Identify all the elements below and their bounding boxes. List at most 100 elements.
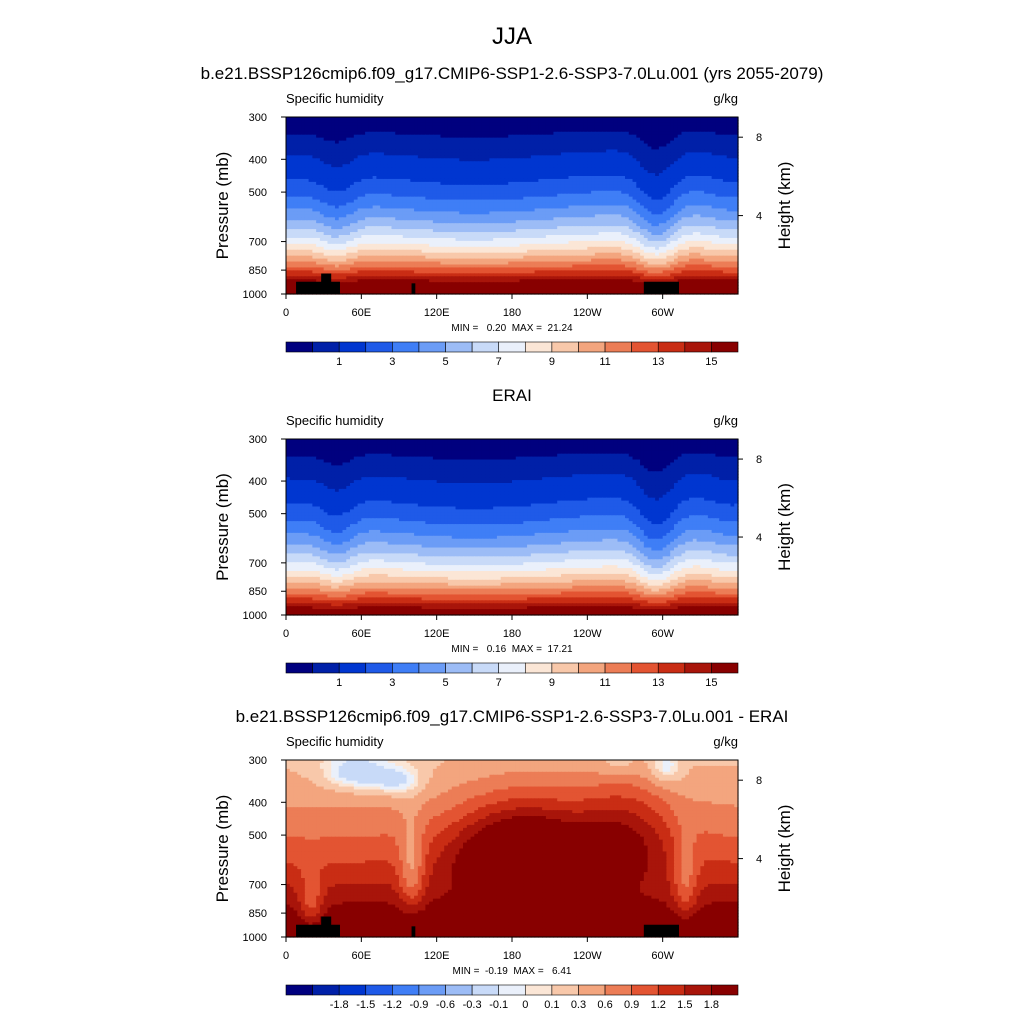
colorbar-label: -0.3	[463, 999, 482, 1011]
colorbar-box	[419, 985, 446, 995]
x-tick-label: 120W	[573, 950, 602, 962]
colorbar-box	[605, 985, 632, 995]
colorbar-label: 0.6	[597, 999, 612, 1011]
y-tick-label: 500	[249, 830, 267, 842]
colorbar-label: 11	[599, 677, 610, 689]
units-label: g/kg	[713, 734, 738, 749]
colorbar-box	[658, 985, 685, 995]
min-max-label: MIN = 0.20 MAX = 21.24	[451, 323, 573, 334]
colorbar-box	[578, 663, 605, 673]
colorbar-label: 9	[549, 356, 555, 368]
x-tick-label: 120W	[573, 307, 602, 319]
colorbar-label: 5	[442, 677, 448, 689]
colorbar-box	[392, 985, 419, 995]
colorbar-box	[552, 342, 579, 352]
colorbar-label: 1.8	[704, 999, 719, 1011]
x-tick-label: 60E	[352, 307, 372, 319]
x-tick-label: 180	[503, 628, 521, 640]
colorbar-box	[366, 663, 393, 673]
main-title: b.e21.BSSP126cmip6.f09_g17.CMIP6-SSP1-2.…	[201, 64, 824, 83]
colorbar-label: 1	[336, 677, 342, 689]
colorbar-box	[313, 663, 340, 673]
colorbar-box	[525, 663, 552, 673]
y-tick-label: 400	[249, 476, 267, 488]
y-tick-label: 850	[249, 265, 267, 277]
colorbar: 1 3 5 7 9 11 13 15	[286, 342, 738, 368]
colorbar-box	[446, 663, 473, 673]
y2-tick-label: 8	[756, 132, 762, 144]
colorbar-box	[472, 985, 499, 995]
colorbar-label: 1.5	[677, 999, 692, 1011]
colorbar-box	[339, 342, 366, 352]
colorbar-box	[685, 342, 712, 352]
colorbar: 1 3 5 7 9 11 13 15	[286, 663, 738, 689]
panel-title: b.e21.BSSP126cmip6.f09_g17.CMIP6-SSP1-2.…	[236, 707, 789, 726]
contour-field	[286, 439, 739, 616]
units-label: g/kg	[713, 413, 738, 428]
colorbar-label: 13	[652, 356, 664, 368]
y-axis-label: Pressure (mb)	[213, 795, 232, 903]
colorbar-label: 15	[705, 356, 717, 368]
colorbar-label: -1.5	[356, 999, 375, 1011]
y-tick-label: 300	[249, 755, 267, 767]
colorbar-box	[605, 663, 632, 673]
y-axis-label: Pressure (mb)	[213, 152, 232, 260]
chart-panel-3: b.e21.BSSP126cmip6.f09_g17.CMIP6-SSP1-2.…	[213, 707, 794, 1011]
colorbar-box	[711, 985, 738, 995]
y-tick-label: 1000	[243, 289, 267, 301]
colorbar-label: -0.1	[489, 999, 508, 1011]
y-tick-label: 300	[249, 434, 267, 446]
contour-field	[286, 760, 739, 938]
colorbar-box	[446, 342, 473, 352]
colorbar-box	[499, 342, 526, 352]
colorbar-label: 0.3	[571, 999, 586, 1011]
colorbar-box	[658, 663, 685, 673]
colorbar-label: 0.9	[624, 999, 639, 1011]
colorbar-box	[392, 342, 419, 352]
y2-tick-label: 8	[756, 454, 762, 466]
y-tick-label: 400	[249, 797, 267, 809]
panel-title: ERAI	[492, 386, 532, 405]
x-tick-label: 120E	[424, 950, 450, 962]
colorbar-box	[525, 985, 552, 995]
x-tick-label: 0	[283, 307, 289, 319]
colorbar-box	[658, 342, 685, 352]
contour-field	[286, 117, 739, 295]
colorbar-box	[605, 342, 632, 352]
x-tick-label: 120E	[424, 628, 450, 640]
y-tick-label: 700	[249, 237, 267, 249]
y2-tick-label: 4	[756, 532, 762, 544]
y2-tick-label: 8	[756, 775, 762, 787]
colorbar-box	[632, 663, 659, 673]
colorbar-box	[499, 985, 526, 995]
colorbar-box	[552, 663, 579, 673]
y2-axis-label: Height (km)	[775, 162, 794, 250]
x-tick-label: 120E	[424, 307, 450, 319]
y-tick-label: 400	[249, 154, 267, 166]
x-tick-label: 60E	[352, 628, 372, 640]
colorbar-box	[286, 663, 313, 673]
colorbar-label: -0.9	[409, 999, 428, 1011]
variable-label: Specific humidity	[286, 734, 384, 749]
colorbar-box	[685, 985, 712, 995]
colorbar-box	[632, 342, 659, 352]
colorbar-label: 0	[522, 999, 528, 1011]
colorbar-label: 5	[442, 356, 448, 368]
colorbar-box	[339, 663, 366, 673]
y-tick-label: 700	[249, 558, 267, 570]
x-tick-label: 0	[283, 628, 289, 640]
colorbar-box	[711, 663, 738, 673]
colorbar-box	[578, 342, 605, 352]
y-tick-label: 500	[249, 509, 267, 521]
colorbar-label: 0.1	[544, 999, 559, 1011]
y-tick-label: 1000	[243, 610, 267, 622]
colorbar-label: -0.6	[436, 999, 455, 1011]
colorbar-label: -1.2	[383, 999, 402, 1011]
y-tick-label: 300	[249, 112, 267, 124]
units-label: g/kg	[713, 91, 738, 106]
colorbar-box	[472, 663, 499, 673]
chart-panel-1: Specific humidity g/kg3004005007008501000…	[213, 91, 794, 368]
colorbar-label: 9	[549, 677, 555, 689]
min-max-label: MIN = -0.19 MAX = 6.41	[453, 966, 572, 977]
variable-label: Specific humidity	[286, 413, 384, 428]
